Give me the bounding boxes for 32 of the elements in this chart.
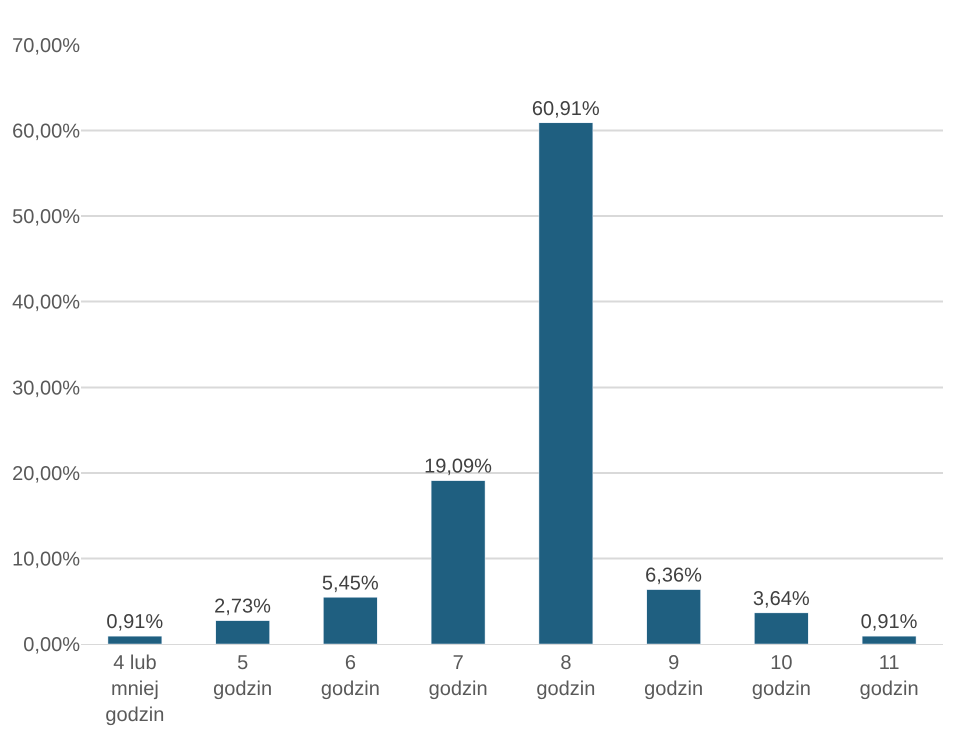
data-label: 6,36% <box>645 564 702 587</box>
y-tick-label: 30,00% <box>12 377 80 400</box>
x-tick-label: 6 godzin <box>320 652 380 700</box>
x-tick-label: 10 godzin <box>752 652 811 700</box>
data-label: 60,91% <box>532 98 600 120</box>
data-label: 2,73% <box>214 596 272 618</box>
bar <box>108 636 162 644</box>
data-label: 0,91% <box>860 611 918 634</box>
x-tick-label: 9 godzin <box>644 652 704 700</box>
x-tick-label: 4 lub mniej godzin <box>105 652 164 726</box>
x-tick-label: 8 godzin <box>536 652 596 700</box>
x-tick-label: 7 godzin <box>428 652 488 700</box>
data-label: 0,91% <box>106 611 164 634</box>
bar <box>862 636 916 644</box>
y-tick-label: 10,00% <box>12 548 80 570</box>
bar <box>430 480 486 644</box>
y-tick-label: 20,00% <box>12 462 80 485</box>
y-tick-label: 70,00% <box>12 35 80 57</box>
bar <box>323 597 378 644</box>
bar <box>754 612 809 644</box>
bar <box>646 589 701 644</box>
x-tick-label: 5 godzin <box>213 652 272 700</box>
bar <box>215 620 270 644</box>
bar <box>538 122 594 644</box>
y-tick-label: 50,00% <box>12 206 80 228</box>
data-label: 19,09% <box>424 456 492 478</box>
data-label: 5,45% <box>322 572 379 594</box>
data-label: 3,64% <box>752 588 810 610</box>
x-tick-label: 11 godzin <box>860 652 919 700</box>
y-tick-label: 60,00% <box>12 120 80 143</box>
y-tick-label: 0,00% <box>23 634 80 656</box>
y-tick-label: 40,00% <box>12 292 80 314</box>
